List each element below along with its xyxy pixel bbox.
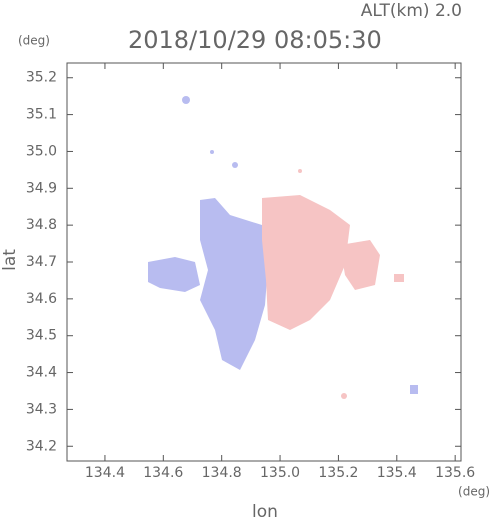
x-tick-label: 135.2	[318, 465, 358, 481]
altitude-label: ALT(km) 2.0	[361, 1, 462, 21]
y-tick-label: 35.1	[26, 107, 57, 123]
y-tick-label: 34.5	[26, 328, 57, 344]
y-tick-label: 35.2	[26, 70, 57, 86]
x-tick-label: 134.8	[202, 465, 242, 481]
y-tick-label: 34.4	[26, 365, 57, 381]
x-unit: (deg)	[458, 485, 490, 499]
y-tick-label: 34.3	[26, 401, 57, 417]
x-tick-label: 135.4	[377, 465, 417, 481]
y-tick-label: 34.9	[26, 180, 57, 196]
x-tick-label: 134.4	[85, 465, 125, 481]
x-tick-label: 135.6	[435, 465, 475, 481]
y-tick-label: 34.6	[26, 291, 57, 307]
echo-regions	[148, 96, 418, 399]
y-tick-label: 35.0	[26, 143, 57, 159]
y-unit: (deg)	[18, 34, 50, 48]
x-axis-label: lon	[252, 502, 278, 521]
chart-title: 2018/10/29 08:05:30	[128, 26, 382, 54]
y-axis-label: lat	[0, 249, 20, 271]
x-tick-label: 134.6	[143, 465, 183, 481]
y-tick-label: 34.2	[26, 438, 57, 454]
y-tick-label: 34.7	[26, 254, 57, 270]
y-tick-label: 34.8	[26, 217, 57, 233]
x-tick-label: 135.0	[260, 465, 300, 481]
